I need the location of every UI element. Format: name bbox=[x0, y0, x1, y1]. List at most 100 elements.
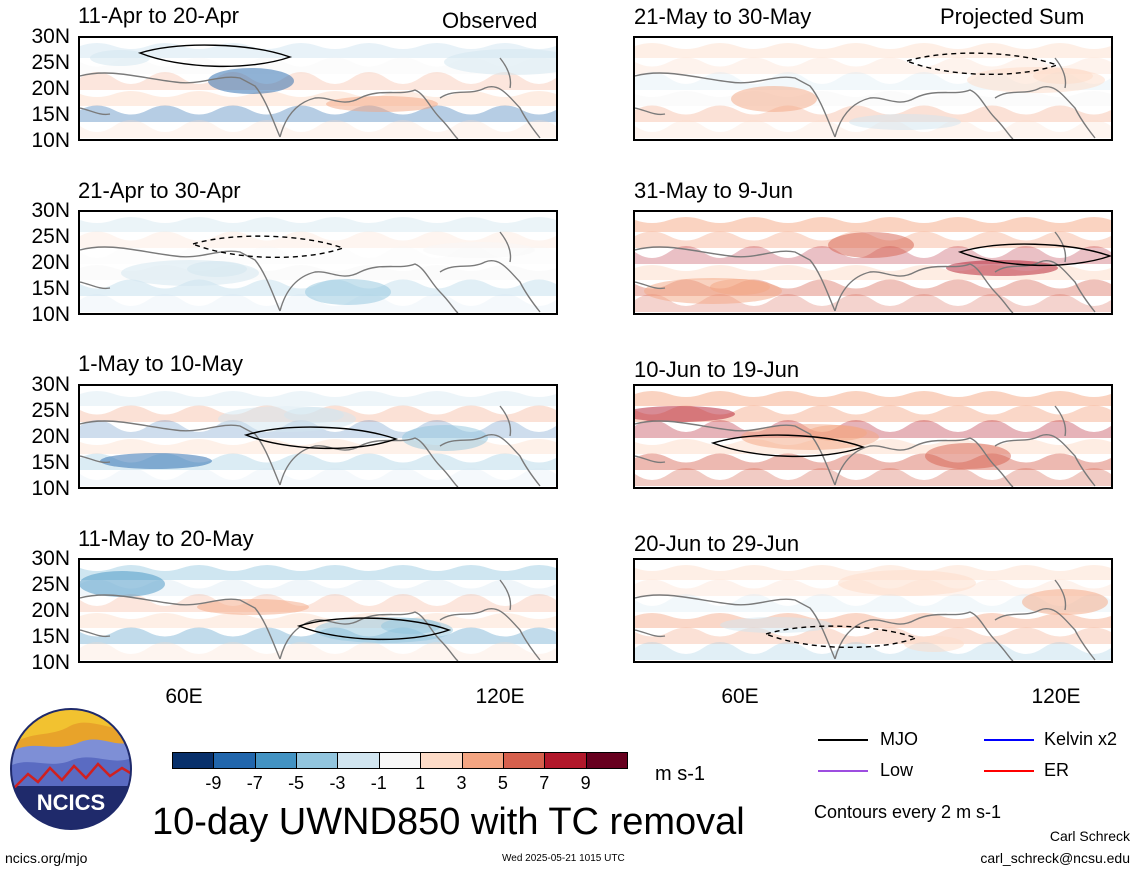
anomaly-band bbox=[80, 105, 556, 122]
legend-kelvin-label: Kelvin x2 bbox=[1044, 729, 1118, 749]
anomaly-blob bbox=[100, 453, 212, 469]
colorbar-tick-label: 7 bbox=[539, 773, 550, 793]
lat-label: 20N bbox=[31, 251, 70, 274]
panel-title: 21-Apr to 30-Apr bbox=[78, 178, 241, 203]
legend-er-label: ER bbox=[1044, 760, 1070, 780]
footer-timestamp: Wed 2025-05-21 1015 UTC bbox=[502, 853, 625, 864]
coastline bbox=[80, 57, 541, 139]
colorbar-swatch bbox=[585, 752, 628, 769]
mjo-contour bbox=[243, 426, 399, 450]
anomaly-blob bbox=[208, 68, 294, 94]
legend-kelvin-line bbox=[984, 739, 1034, 741]
anomaly-blob bbox=[305, 279, 391, 305]
anomaly-blob bbox=[444, 49, 556, 75]
colorbar-swatch bbox=[544, 752, 587, 769]
anomaly-blob bbox=[326, 96, 438, 112]
anomaly-map bbox=[635, 560, 1111, 661]
anomaly-band bbox=[635, 217, 1111, 232]
lon-label-60e: 60E bbox=[721, 685, 759, 708]
map-panel-observed-3 bbox=[78, 384, 558, 489]
anomaly-map bbox=[80, 560, 556, 661]
anomaly-band bbox=[635, 594, 1111, 612]
legend-low-line bbox=[818, 770, 868, 772]
lat-label: 10N bbox=[31, 651, 70, 674]
lat-label: 25N bbox=[31, 399, 70, 422]
lat-label: 30N bbox=[31, 547, 70, 570]
coastline bbox=[80, 231, 541, 313]
anomaly-band bbox=[80, 231, 556, 248]
panel-title: 20-Jun to 29-Jun bbox=[634, 531, 800, 556]
anomaly-blob bbox=[731, 86, 817, 112]
lat-label: 10N bbox=[31, 129, 70, 152]
anomaly-band bbox=[635, 405, 1111, 422]
lat-label: 20N bbox=[31, 77, 70, 100]
panel-title: 21-May to 30-May bbox=[634, 4, 812, 29]
lat-label: 10N bbox=[31, 303, 70, 326]
coastline bbox=[635, 57, 1096, 139]
colorbar-swatch bbox=[420, 752, 463, 769]
anomaly-blob bbox=[121, 260, 259, 286]
anomaly-band bbox=[80, 642, 556, 660]
legend-mjo-line bbox=[818, 739, 868, 741]
lat-label: 15N bbox=[31, 103, 70, 126]
anomaly-map bbox=[635, 212, 1111, 313]
colorbar-swatch bbox=[461, 752, 504, 769]
anomaly-map bbox=[80, 212, 556, 313]
footer-email[interactable]: carl_schreck@ncsu.edu bbox=[980, 850, 1130, 866]
lat-label: 25N bbox=[31, 573, 70, 596]
observed-label: Observed bbox=[442, 8, 538, 33]
anomaly-band bbox=[635, 294, 1111, 312]
anomaly-band bbox=[635, 391, 1111, 406]
anomaly-blob bbox=[423, 242, 535, 258]
mjo-contour bbox=[957, 243, 1111, 267]
lat-label: 20N bbox=[31, 599, 70, 622]
anomaly-blob bbox=[828, 232, 914, 258]
anomaly-map bbox=[80, 38, 556, 139]
lat-label: 15N bbox=[31, 625, 70, 648]
anomaly-band bbox=[635, 468, 1111, 486]
anomaly-map bbox=[635, 386, 1111, 487]
legend-er-line bbox=[984, 770, 1034, 772]
anomaly-band bbox=[635, 642, 1111, 660]
contours-note: Contours every 2 m s-1 bbox=[814, 802, 1002, 822]
footer-author: Carl Schreck bbox=[1049, 828, 1130, 844]
anomaly-blob bbox=[838, 570, 976, 596]
map-panel-observed-4 bbox=[78, 558, 558, 663]
coastline bbox=[80, 579, 541, 661]
anomaly-band bbox=[80, 579, 556, 596]
colorbar-tick-label: 1 bbox=[415, 773, 426, 793]
colorbar-swatch bbox=[296, 752, 339, 769]
colorbar-tick-label: -9 bbox=[205, 773, 222, 793]
lon-label-120e: 120E bbox=[1031, 685, 1081, 708]
anomaly-band bbox=[635, 57, 1111, 74]
colorbar-units: m s-1 bbox=[655, 763, 705, 785]
logo-text: NCICS bbox=[37, 790, 105, 815]
anomaly-band bbox=[80, 294, 556, 312]
anomaly-blob bbox=[80, 571, 165, 597]
mjo-contour bbox=[710, 434, 866, 458]
anomaly-band bbox=[80, 217, 556, 232]
colorbar-tick-label: -7 bbox=[246, 773, 263, 793]
lat-label: 25N bbox=[31, 51, 70, 74]
anomaly-blob bbox=[849, 114, 961, 130]
lat-label: 15N bbox=[31, 277, 70, 300]
panel-title: 31-May to 9-Jun bbox=[634, 178, 793, 203]
lat-label: 20N bbox=[31, 425, 70, 448]
panel-title: 1-May to 10-May bbox=[78, 351, 244, 376]
coastline bbox=[635, 405, 1096, 487]
anomaly-blob bbox=[925, 443, 1011, 469]
lat-label: 25N bbox=[31, 225, 70, 248]
footer-url[interactable]: ncics.org/mjo bbox=[5, 850, 88, 866]
anomaly-band bbox=[80, 246, 556, 264]
colorbar-tick-label: 5 bbox=[497, 773, 508, 793]
colorbar-tick-label: -3 bbox=[329, 773, 346, 793]
anomaly-blob bbox=[644, 278, 782, 304]
anomaly-map bbox=[80, 386, 556, 487]
colorbar-swatch bbox=[213, 752, 256, 769]
anomaly-blob bbox=[904, 636, 964, 652]
map-panel-observed-1 bbox=[78, 36, 558, 141]
lat-label: 30N bbox=[31, 373, 70, 396]
map-panel-projected-3 bbox=[633, 384, 1113, 489]
anomaly-map bbox=[635, 38, 1111, 139]
panel-title: 11-May to 20-May bbox=[78, 526, 254, 551]
